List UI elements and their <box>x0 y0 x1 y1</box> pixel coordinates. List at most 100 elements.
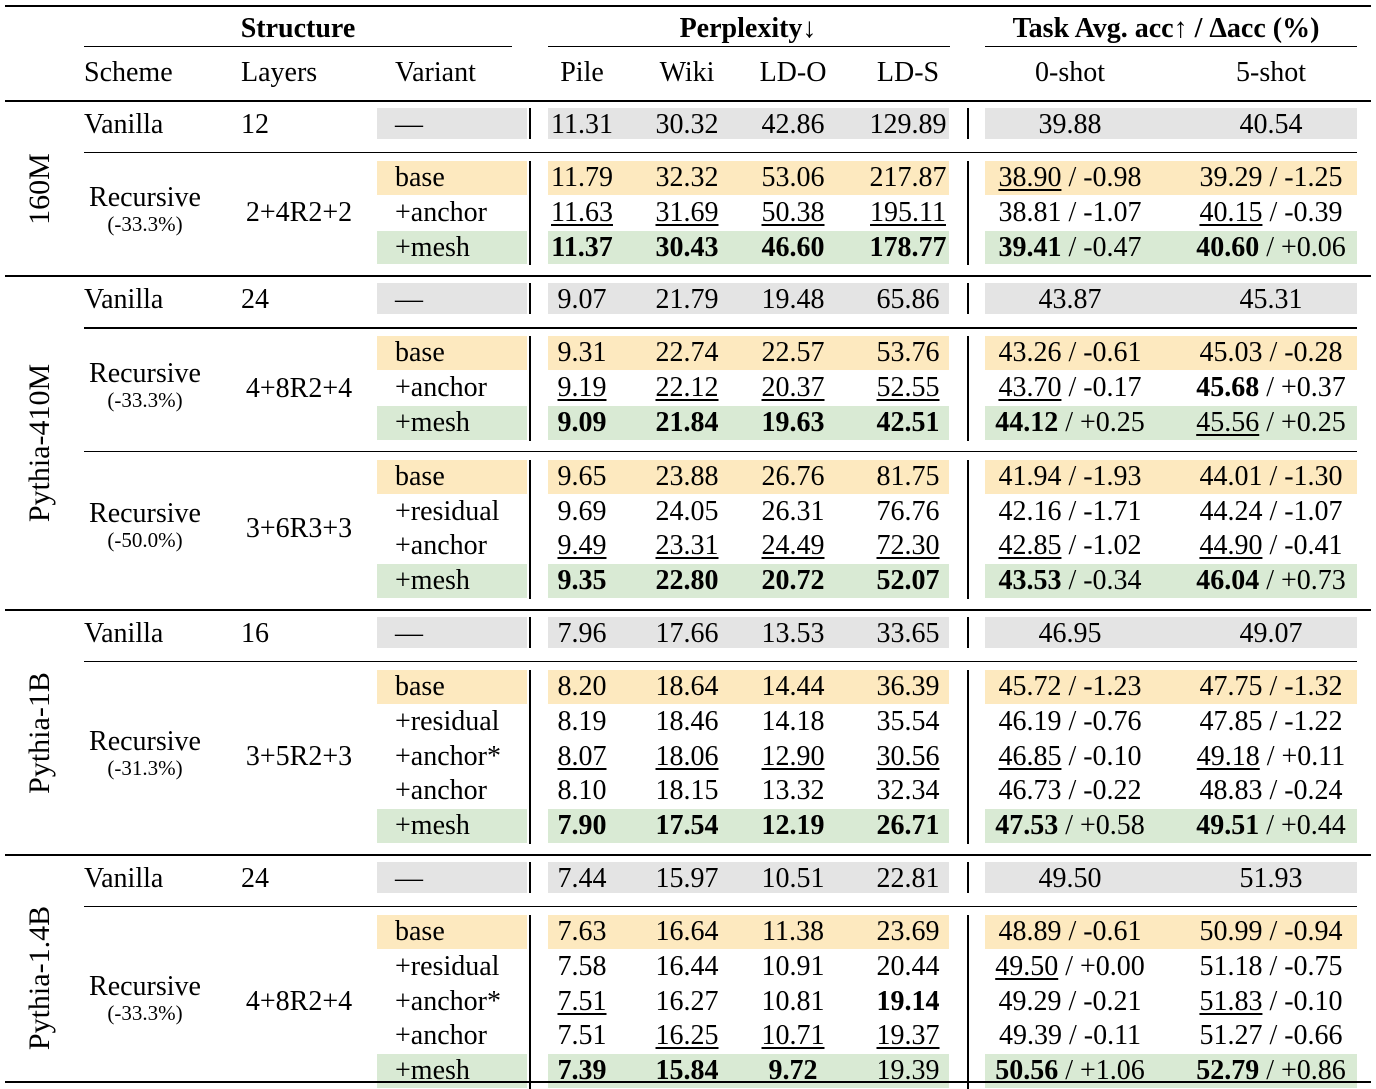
vanilla-acc-value: 46.95 <box>1038 618 1102 649</box>
mesh-band-acc <box>985 564 1357 598</box>
acc-separator: / <box>1058 407 1080 438</box>
group-rule <box>5 609 1371 611</box>
acc-delta: -0.22 <box>1083 775 1142 807</box>
ppl-value: 8.19 <box>557 705 607 737</box>
vanilla-acc-value: 39.88 <box>1038 109 1102 140</box>
acc-separator: / <box>1262 1020 1285 1052</box>
acc-separator: / <box>1262 495 1285 527</box>
acc-value: 45.03 <box>1199 337 1263 369</box>
acc-separator: / <box>1259 231 1281 263</box>
acc-cell: 42.16 / -1.71 <box>998 495 1141 527</box>
ppl-value: 9.49 <box>557 530 607 562</box>
acc-separator: / <box>1061 985 1084 1017</box>
acc-separator: / <box>1259 565 1281 597</box>
header-perplexity: Perplexity↓ <box>679 13 817 44</box>
mesh-band-left <box>377 230 527 265</box>
mesh-band-ppl <box>548 230 949 265</box>
acc-cell: 49.18 / +0.11 <box>1196 740 1346 772</box>
vanilla-scheme: Vanilla <box>84 863 164 894</box>
acc-cell: 44.24 / -1.07 <box>1199 495 1342 527</box>
acc-cell: 44.01 / -1.30 <box>1199 460 1342 492</box>
acc-separator: / <box>1259 810 1281 842</box>
variant-label: +mesh <box>395 1055 470 1087</box>
ppl-value: 12.19 <box>761 810 825 842</box>
vanilla-band-ppl <box>548 283 949 315</box>
acc-separator: / <box>1262 196 1285 228</box>
acc-value: 40.15 <box>1199 196 1263 228</box>
acc-separator: / <box>1061 775 1084 807</box>
ppl-value: 10.81 <box>761 985 825 1017</box>
acc-delta: -0.76 <box>1083 705 1142 737</box>
acc-delta: -0.94 <box>1284 916 1343 947</box>
ppl-value: 10.91 <box>761 950 825 982</box>
acc-cell: 50.99 / -0.94 <box>1199 917 1342 947</box>
vanilla-ppl-value: 11.31 <box>551 109 613 140</box>
vanilla-band-left <box>377 283 527 315</box>
mesh-band-acc <box>985 406 1357 440</box>
ppl-value: 15.84 <box>655 1055 719 1087</box>
ppl-value: 10.71 <box>761 1020 825 1052</box>
acc-value: 49.39 <box>998 1020 1062 1052</box>
variant-label: +mesh <box>395 565 470 597</box>
acc-cell: 44.12 / +0.25 <box>995 408 1145 438</box>
acc-value: 43.26 <box>998 337 1062 369</box>
acc-delta: +0.25 <box>1280 407 1346 438</box>
ppl-value: 52.07 <box>876 565 940 597</box>
base-band-left <box>377 336 527 371</box>
vanilla-acc-value: 40.54 <box>1239 109 1303 140</box>
acc-cell: 38.81 / -1.07 <box>998 196 1141 228</box>
acc-delta: +0.73 <box>1280 565 1346 597</box>
header-pile: Pile <box>560 57 604 88</box>
acc-cell: 51.83 / -0.10 <box>1199 985 1343 1017</box>
acc-separator: / <box>1262 530 1285 562</box>
acc-cell: 50.56 / +1.06 <box>995 1056 1145 1086</box>
acc-separator: / <box>1061 565 1084 597</box>
ppl-value: 81.75 <box>876 460 940 492</box>
acc-delta: -1.25 <box>1284 162 1343 193</box>
acc-value: 46.04 <box>1196 565 1260 597</box>
acc-value: 44.01 <box>1199 460 1263 492</box>
ppl-value: 14.44 <box>761 671 825 702</box>
recursive-layers: 2+4R2+2 <box>245 197 353 229</box>
acc-separator: / <box>1262 775 1285 807</box>
base-band-acc <box>985 915 1357 949</box>
acc-delta: -0.39 <box>1284 196 1343 228</box>
variant-label: +residual <box>395 950 500 982</box>
acc-separator: / <box>1259 372 1281 404</box>
acc-delta: -0.10 <box>1284 985 1343 1017</box>
acc-value: 52.79 <box>1196 1055 1260 1087</box>
ppl-value: 26.71 <box>876 810 940 842</box>
scheme-reduction: (-33.3%) <box>107 212 183 237</box>
ppl-value: 22.80 <box>655 565 719 597</box>
header-ld-o: LD-O <box>759 57 827 88</box>
ppl-value: 23.88 <box>655 460 719 492</box>
ppl-value: 22.57 <box>761 337 825 369</box>
acc-cell: 44.90 / -0.41 <box>1199 531 1342 561</box>
vanilla-scheme: Vanilla <box>84 109 164 140</box>
acc-cell: 46.19 / -0.76 <box>998 705 1142 737</box>
ppl-value: 24.49 <box>761 530 825 562</box>
ppl-value: 9.19 <box>557 372 607 404</box>
acc-value: 38.81 <box>998 196 1062 228</box>
mesh-band-ppl <box>548 564 949 598</box>
ppl-value: 195.11 <box>870 196 946 228</box>
variant-label: base <box>395 162 445 193</box>
vanilla-ppl-value: 33.65 <box>876 618 940 649</box>
column-separator <box>529 108 531 139</box>
acc-separator: / <box>1061 495 1084 527</box>
acc-value: 49.18 <box>1196 740 1260 772</box>
column-separator <box>529 283 531 315</box>
variant-label: +anchor <box>395 372 487 404</box>
acc-value: 49.51 <box>1196 810 1260 842</box>
ppl-value: 17.54 <box>655 810 719 842</box>
scheme-reduction: (-31.3%) <box>107 756 183 780</box>
acc-delta: -0.61 <box>1083 337 1142 369</box>
acc-cell: 38.90 / -0.98 <box>998 163 1141 193</box>
ppl-value: 7.58 <box>557 950 607 982</box>
variant-label: base <box>395 671 445 702</box>
acc-cell: 43.26 / -0.61 <box>998 338 1141 368</box>
acc-value: 49.50 <box>995 950 1059 982</box>
acc-cell: 40.60 / +0.06 <box>1196 231 1346 263</box>
vanilla-ppl-value: 65.86 <box>876 284 940 316</box>
